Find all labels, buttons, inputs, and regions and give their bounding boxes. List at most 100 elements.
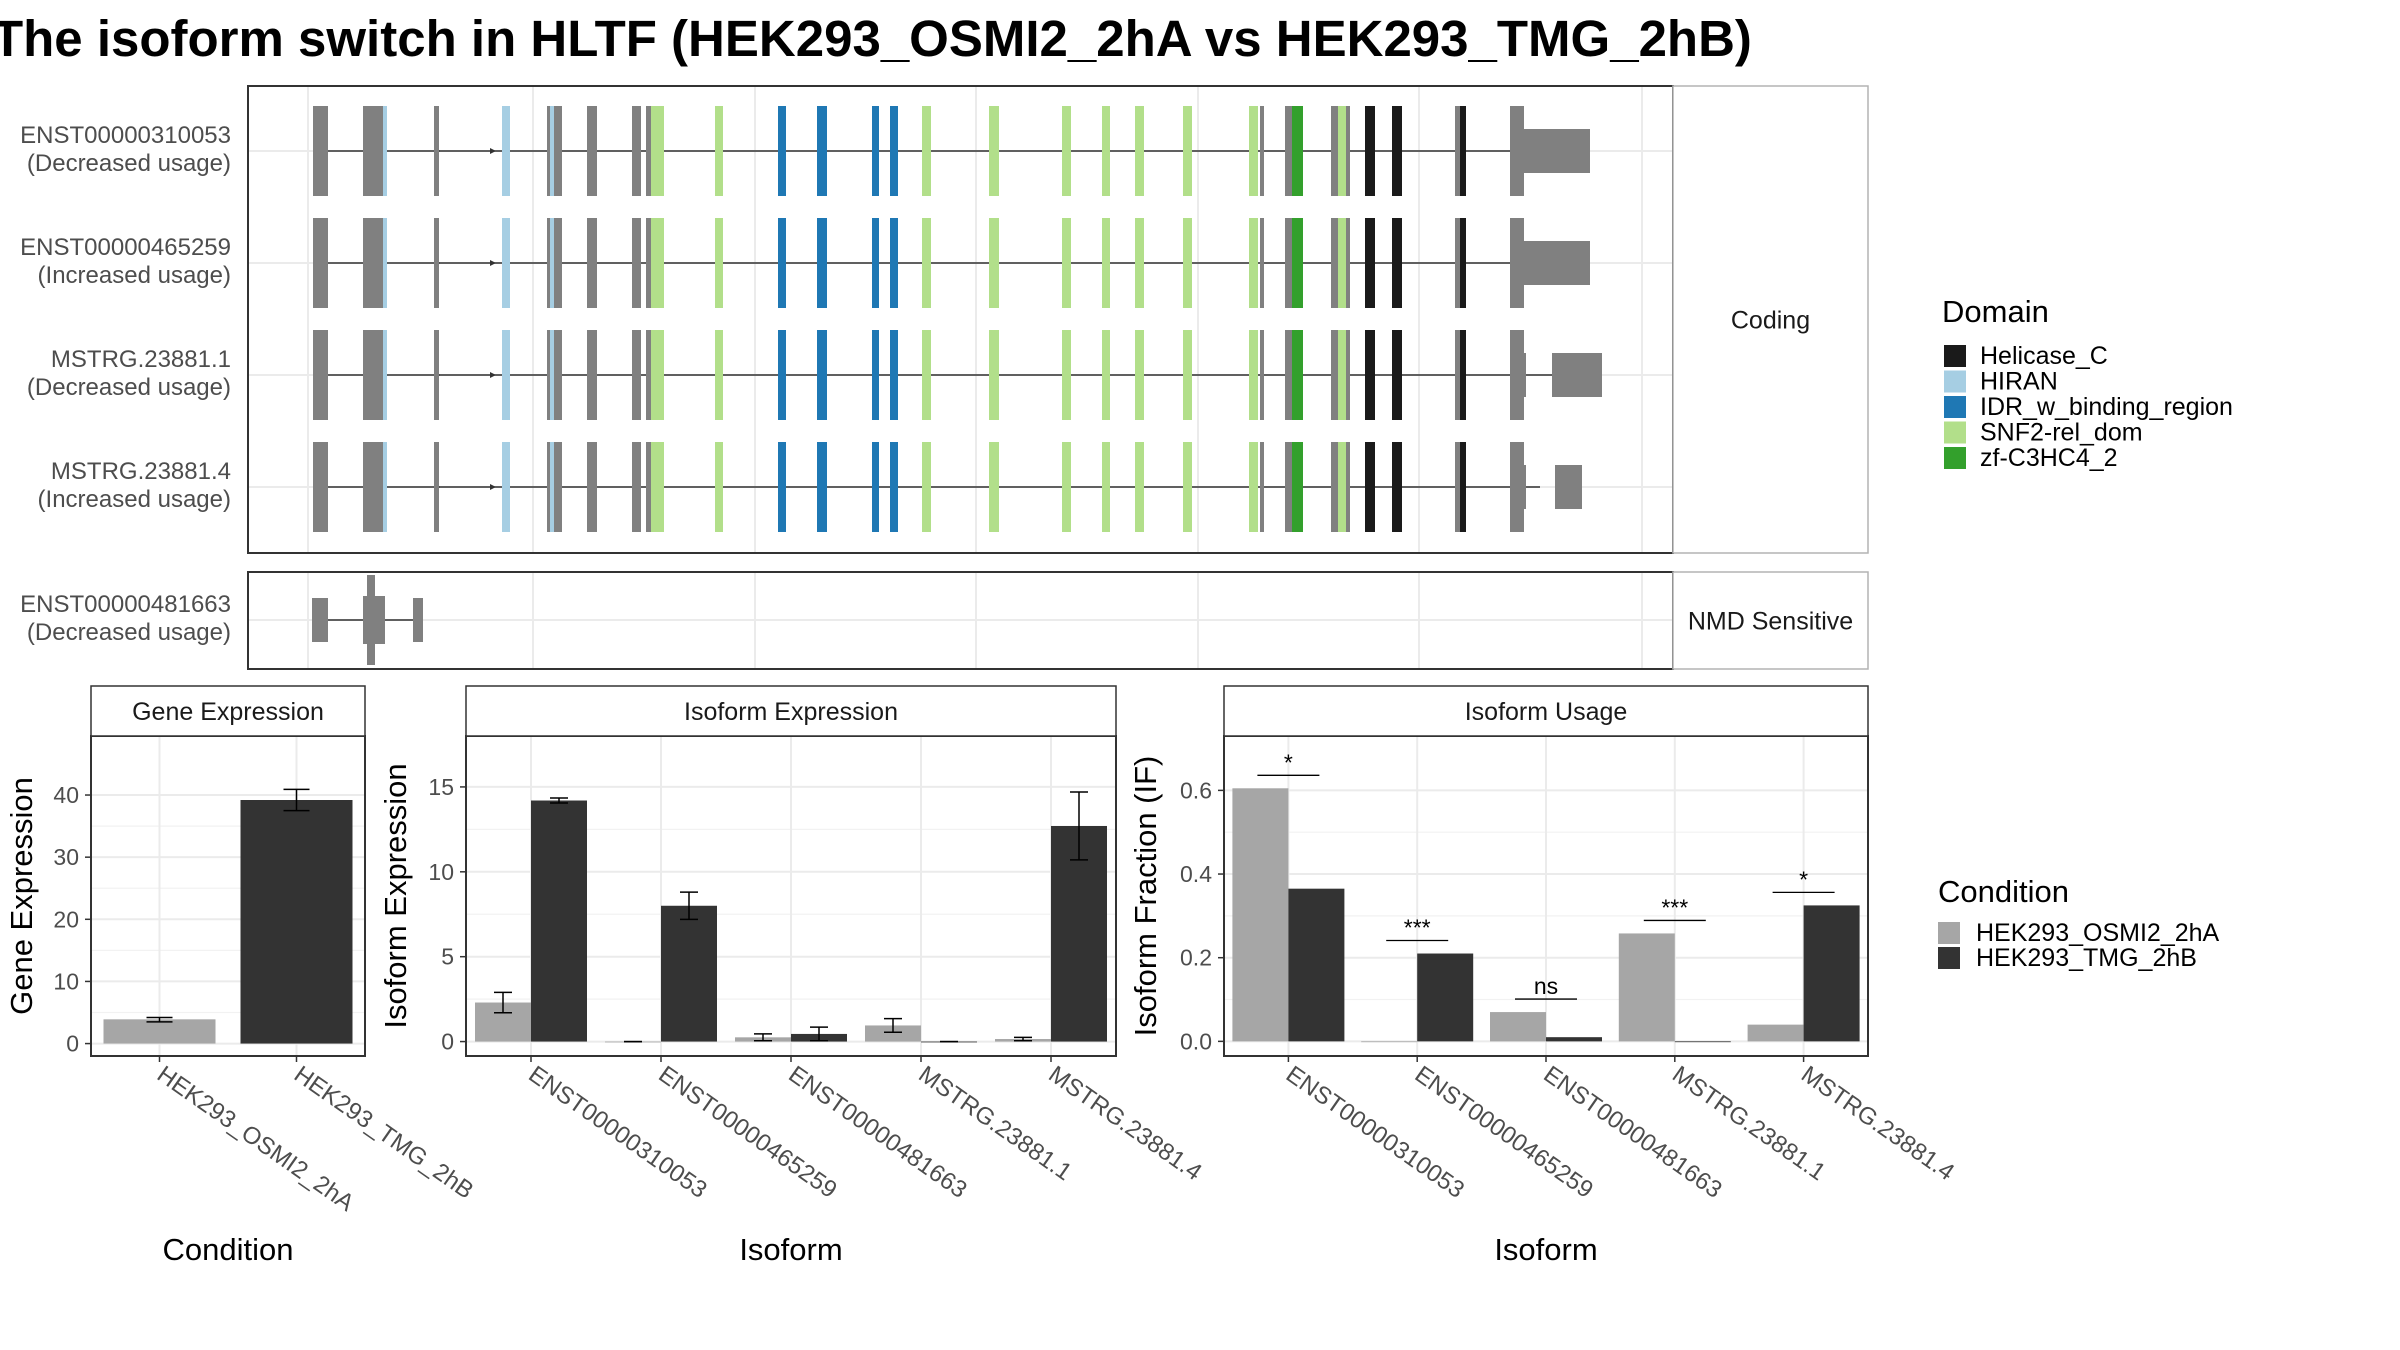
y-tick-label: 10 [53,968,79,994]
figure-title: The isoform switch in HLTF (HEK293_OSMI2… [0,10,1752,67]
coding-exon [363,106,383,196]
transcript-usage-label: (Decreased usage) [27,619,231,646]
transcript-usage-label: (Decreased usage) [27,150,231,177]
significance-label: *** [1404,915,1431,941]
domain-legend-label: SNF2-rel_dom [1980,419,2143,447]
coding-exon [547,218,550,308]
coding-exon [1510,442,1515,532]
coding-exon [434,330,439,420]
coding-exon [313,330,328,420]
strand-arrow-icon [490,148,496,154]
transcript-track: MSTRG.23881.4(Increased usage) [38,442,1582,532]
domain-segment [890,330,898,420]
y-axis-title: Isoform Expression [378,763,413,1028]
domain-segment [778,106,786,196]
domain-segment [1062,330,1071,420]
utr-exon [1518,241,1590,285]
panel-title: Isoform Expression [684,698,898,726]
domain-segment [715,218,723,308]
domain-segment [383,330,387,420]
transcript-name: ENST00000481663 [20,591,231,618]
coding-exon [1285,442,1292,532]
coding-exon [1331,442,1338,532]
bar [240,800,353,1044]
coding-exon [1346,106,1350,196]
domain-segment [922,106,931,196]
y-tick-label: 15 [428,774,454,800]
domain-segment [890,106,898,196]
isoform-usage-panel: 0.00.20.40.6****ns****Isoform UsageENST0… [1128,685,1959,1267]
domain-segment [1102,106,1110,196]
coding-exon [554,442,562,532]
coding-exon [1346,442,1350,532]
domain-segment [1392,330,1402,420]
coding-exon [646,442,651,532]
utr-exon [413,598,423,642]
condition-legend-label: HEK293_TMG_2hB [1976,944,2197,972]
coding-exon [547,442,550,532]
transcript-name: ENST00000465259 [20,234,231,261]
domain-segment [989,218,999,308]
x-axis-title: Condition [163,1232,294,1267]
y-tick-label: 40 [53,782,79,808]
domain-legend-label: Helicase_C [1980,342,2108,370]
domain-legend-swatch [1944,345,1966,367]
domain-segment [890,218,898,308]
domain-legend-swatch [1944,447,1966,469]
coding-exon [554,330,562,420]
transcript-usage-label: (Increased usage) [38,262,231,289]
y-tick-label: 0.4 [1180,861,1212,887]
domain-legend-swatch [1944,421,1966,444]
domain-segment [1135,330,1144,420]
utr-exon [1555,465,1582,509]
utr-exon [1518,353,1526,397]
domain-segment [922,442,931,532]
domain-segment [1460,218,1466,308]
utr-exon [1518,129,1590,173]
bar [1618,933,1675,1042]
y-tick-label: 0 [441,1029,454,1055]
domain-segment [1392,218,1402,308]
y-axis-title: Isoform Fraction (IF) [1128,756,1163,1037]
y-tick-label: 0.0 [1180,1028,1212,1054]
condition-legend-title: Condition [1938,874,2069,909]
y-tick-label: 0.2 [1180,945,1212,971]
domain-segment [502,442,510,532]
domain-legend-swatch [1944,396,1966,418]
bar [1490,1012,1546,1042]
domain-segment [1102,218,1110,308]
y-tick-label: 20 [53,906,79,932]
bar [1747,1024,1804,1042]
coding-exon [587,330,597,420]
domain-legend: Domain Helicase_CHIRANIDR_w_binding_regio… [1942,294,2233,472]
bar [1051,825,1107,1042]
domain-segment [817,218,827,308]
coding-exon [646,218,651,308]
coding-exon [1510,106,1515,196]
coding-exon [587,442,597,532]
coding-exon [363,330,383,420]
domain-segment [1249,106,1258,196]
domain-legend-label: HIRAN [1980,368,2058,396]
coding-exon [554,218,562,308]
domain-segment [1183,218,1192,308]
domain-segment [1249,330,1258,420]
domain-segment [1338,330,1346,420]
domain-segment [817,442,827,532]
domain-segment [1392,442,1402,532]
panel-title: Gene Expression [132,698,324,726]
domain-segment [872,106,879,196]
transcript-name: ENST00000310053 [20,122,231,149]
domain-segment [1102,330,1110,420]
domain-segment [1062,106,1071,196]
coding-exon [1455,106,1460,196]
coding-exon [313,218,328,308]
domain-segment [1102,442,1110,532]
bar [865,1025,921,1042]
coding-exon [1260,442,1264,532]
domain-segment [1135,442,1144,532]
y-tick-label: 0 [66,1031,79,1057]
